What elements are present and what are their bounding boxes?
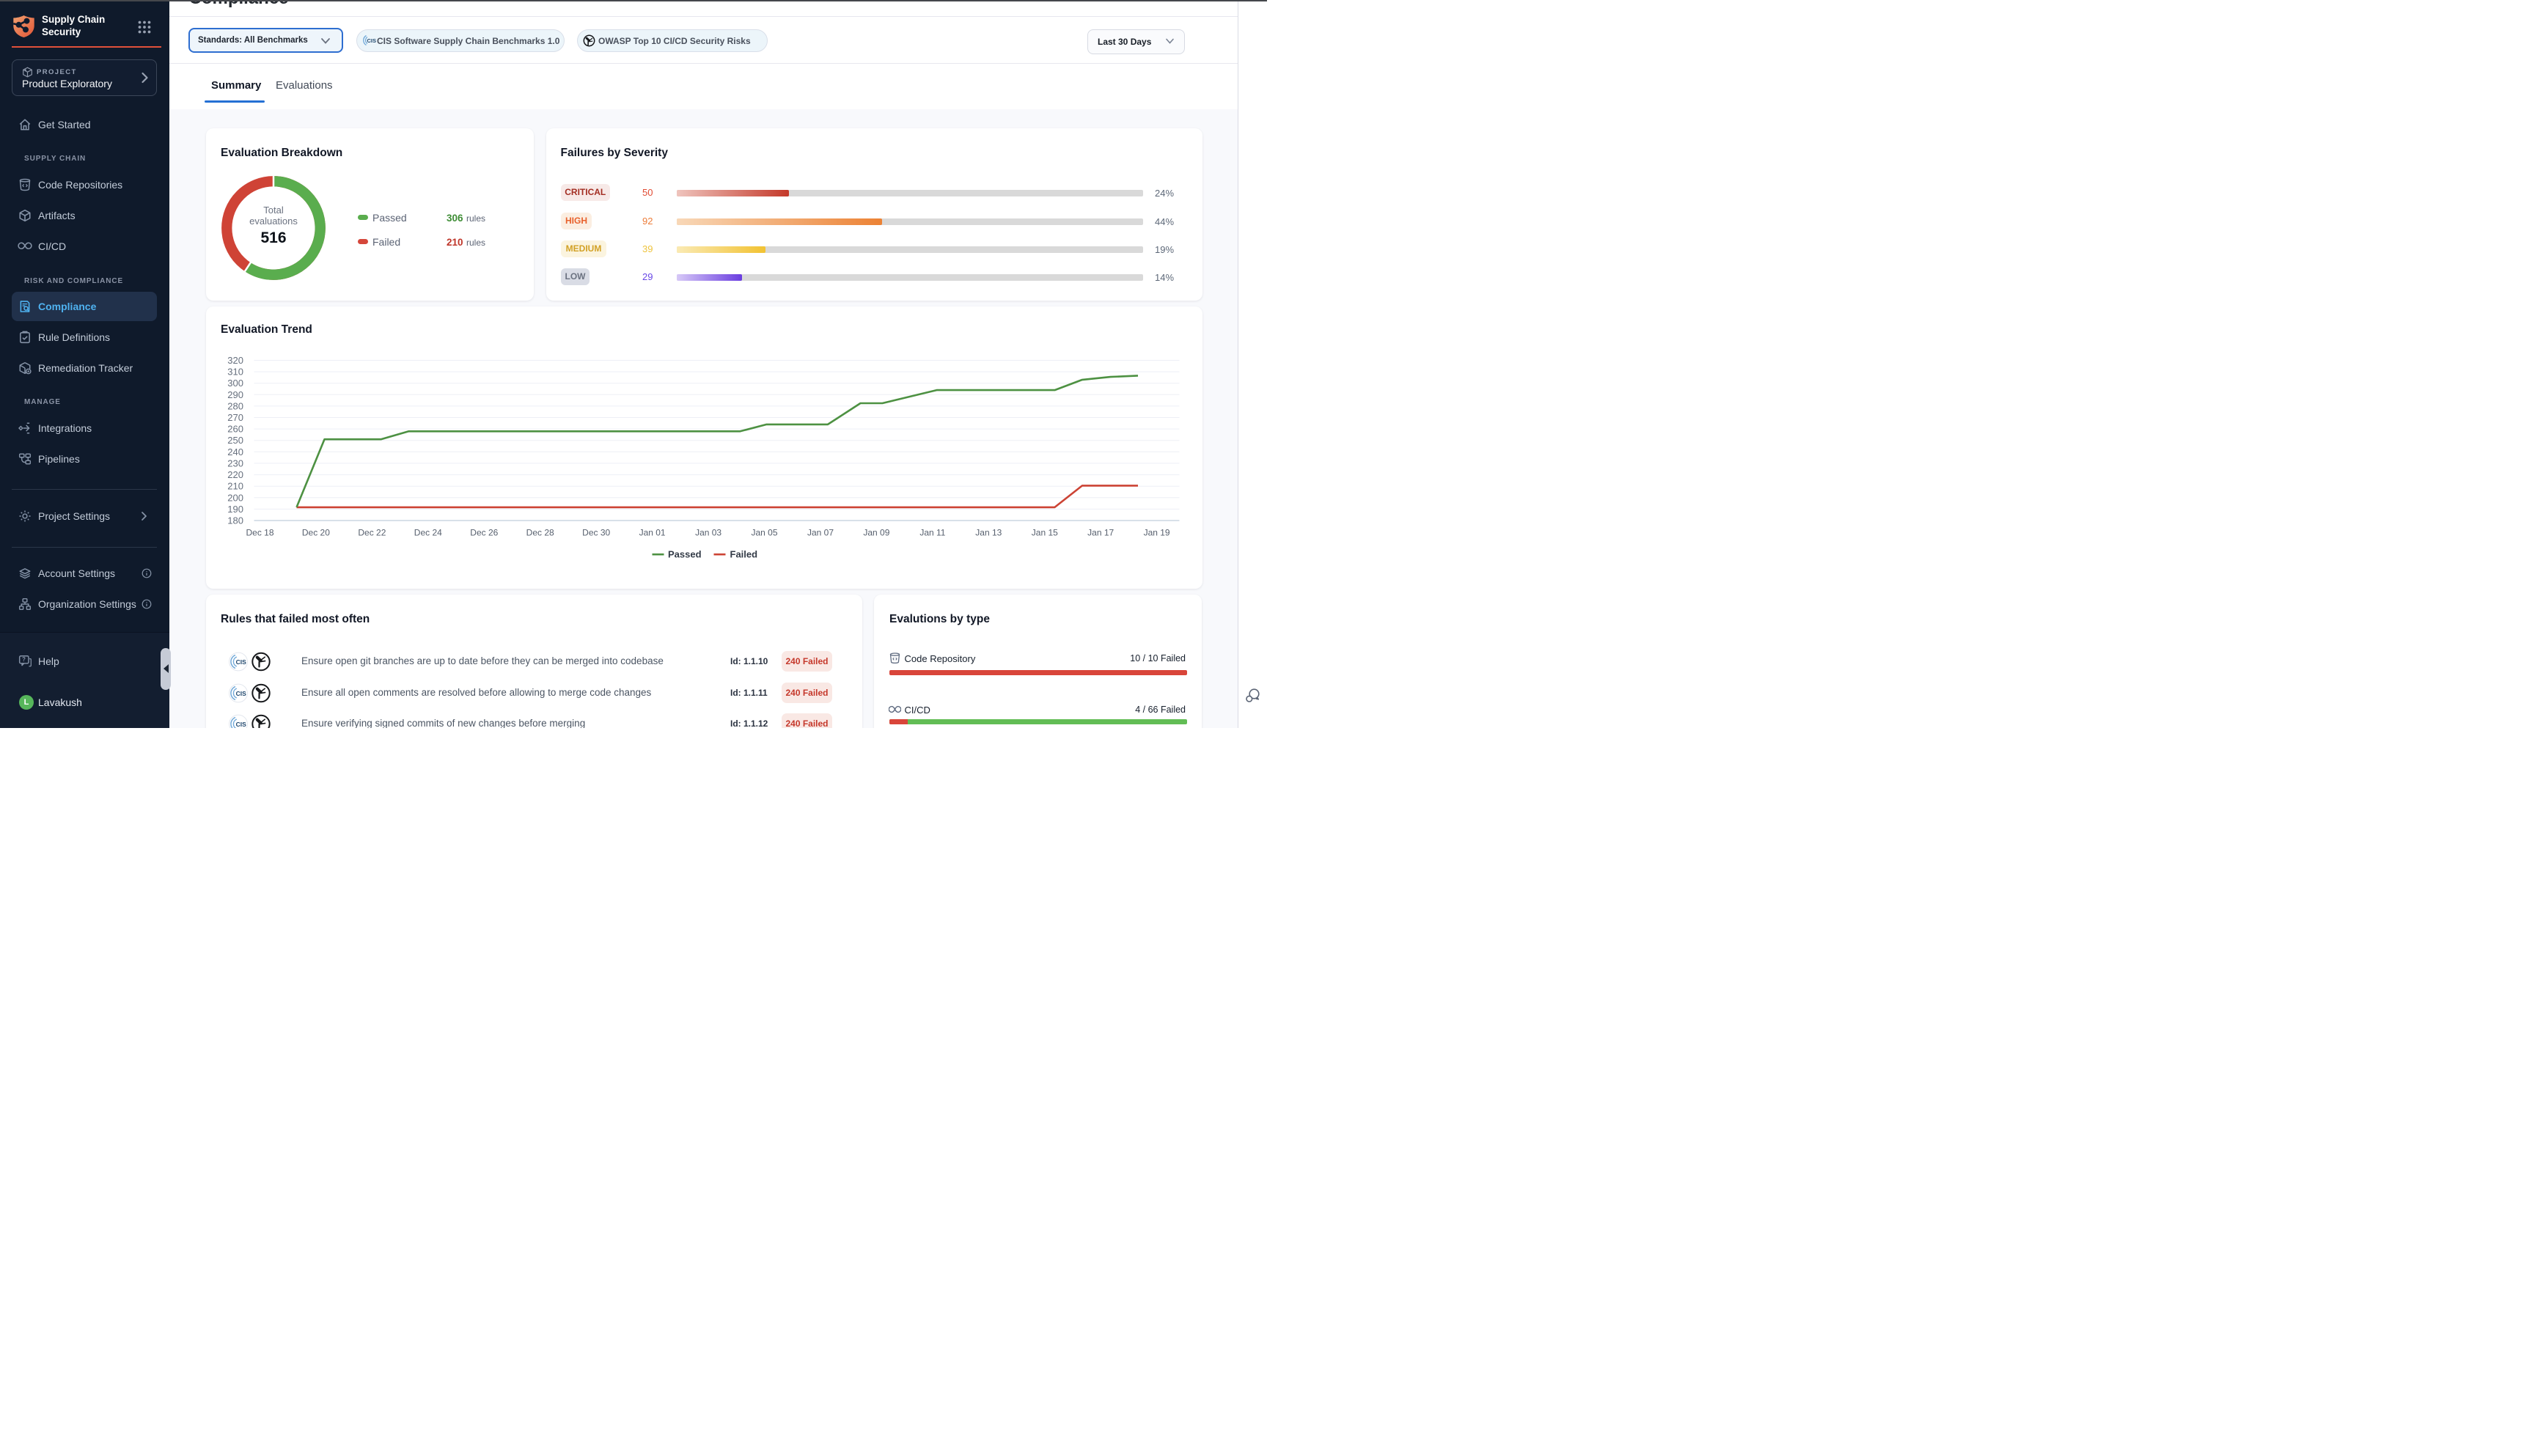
- svg-text:Jan 15: Jan 15: [1031, 527, 1057, 537]
- svg-text:320: 320: [227, 355, 243, 366]
- svg-text:180: 180: [227, 515, 243, 526]
- svg-text:Jan 13: Jan 13: [975, 527, 1002, 537]
- svg-text:Jan 05: Jan 05: [751, 527, 777, 537]
- svg-text:CIS: CIS: [236, 658, 247, 666]
- svg-text:230: 230: [227, 457, 243, 468]
- svg-text:260: 260: [227, 423, 243, 434]
- svg-text:Passed: Passed: [668, 548, 702, 559]
- svg-text:Jan 03: Jan 03: [695, 527, 721, 537]
- svg-text:Dec 18: Dec 18: [246, 527, 273, 537]
- svg-text:220: 220: [227, 469, 243, 480]
- svg-text:Failed: Failed: [730, 548, 757, 559]
- svg-text:Dec 24: Dec 24: [414, 527, 441, 537]
- svg-text:210: 210: [227, 480, 243, 491]
- svg-text:300: 300: [227, 378, 243, 389]
- svg-text:250: 250: [227, 435, 243, 446]
- svg-text:240: 240: [227, 446, 243, 457]
- svg-text:Jan 09: Jan 09: [863, 527, 889, 537]
- svg-text:CIS: CIS: [236, 690, 247, 697]
- svg-text:Dec 30: Dec 30: [582, 527, 610, 537]
- svg-text:270: 270: [227, 412, 243, 423]
- svg-text:Jan 19: Jan 19: [1143, 527, 1169, 537]
- svg-text:Dec 20: Dec 20: [301, 527, 329, 537]
- svg-text:280: 280: [227, 400, 243, 411]
- svg-text:Jan 07: Jan 07: [807, 527, 833, 537]
- svg-text:Jan 11: Jan 11: [919, 527, 945, 537]
- svg-text:?: ?: [22, 656, 26, 663]
- svg-text:310: 310: [227, 366, 243, 377]
- svg-text:CIS: CIS: [236, 721, 247, 728]
- svg-text:190: 190: [227, 503, 243, 514]
- svg-text:CIS: CIS: [367, 37, 377, 44]
- svg-text:200: 200: [227, 492, 243, 503]
- svg-text:Jan 01: Jan 01: [639, 527, 665, 537]
- svg-text:Dec 26: Dec 26: [470, 527, 498, 537]
- svg-text:Dec 28: Dec 28: [526, 527, 554, 537]
- svg-text:Dec 22: Dec 22: [358, 527, 386, 537]
- svg-text:290: 290: [227, 389, 243, 400]
- svg-text:Jan 17: Jan 17: [1087, 527, 1114, 537]
